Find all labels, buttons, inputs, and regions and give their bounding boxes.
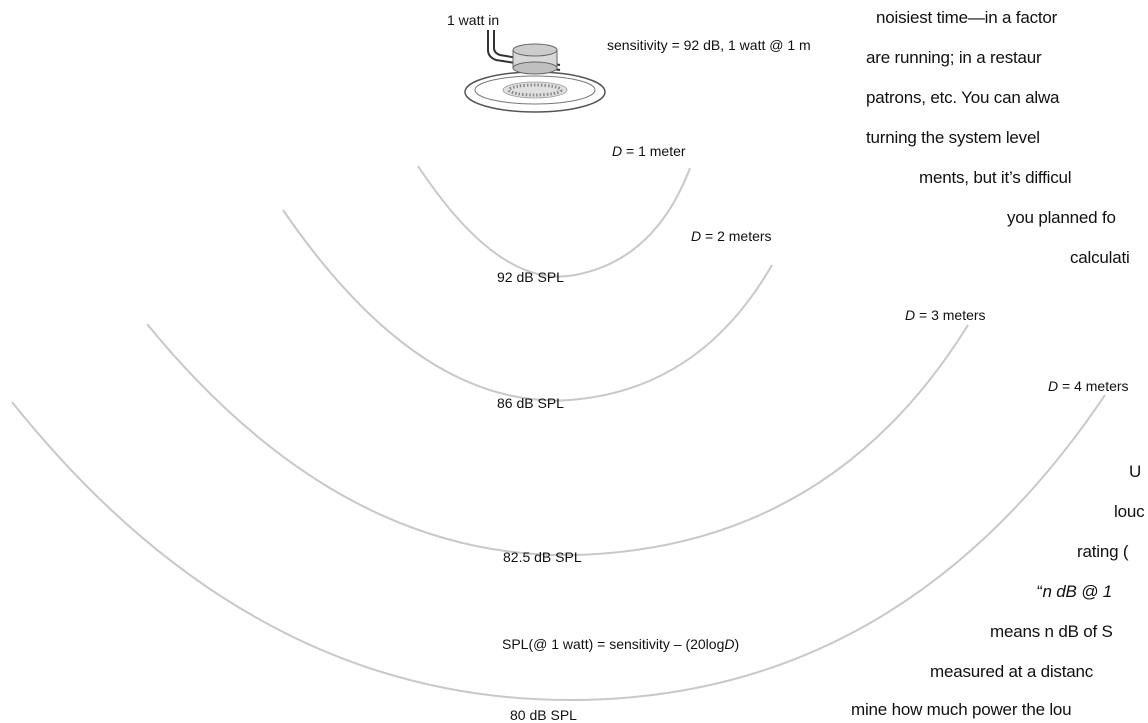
body-line-7: calculati bbox=[1070, 248, 1130, 267]
body-lower-line-3: rating ( bbox=[1077, 542, 1129, 561]
spl-label-82-5: 82.5 dB SPL bbox=[503, 549, 582, 565]
body-lower-line-2: louc bbox=[1114, 502, 1145, 521]
input-label: 1 watt in bbox=[447, 12, 499, 28]
body-line-3: patrons, etc. You can alwa bbox=[866, 88, 1060, 107]
distance-label-3m: D = 3 meters bbox=[905, 307, 986, 323]
body-line-6: you planned fo bbox=[1007, 208, 1116, 227]
body-lower-line-5: means n dB of S bbox=[990, 622, 1113, 641]
distance-label-1m: D = 1 meter bbox=[612, 143, 686, 159]
arc-2m bbox=[282, 209, 773, 402]
ceiling-speaker-icon bbox=[464, 30, 606, 113]
distance-label-2m: D = 2 meters bbox=[691, 228, 772, 244]
spl-formula: SPL(@ 1 watt) = sensitivity – (20logD) bbox=[502, 636, 739, 652]
spl-label-86: 86 dB SPL bbox=[497, 395, 564, 411]
sensitivity-label: sensitivity = 92 dB, 1 watt @ 1 m bbox=[607, 37, 811, 53]
body-lower-line-1: U bbox=[1129, 462, 1142, 481]
body-lower-line-6: measured at a distanc bbox=[930, 662, 1094, 681]
arc-4m bbox=[11, 394, 1106, 702]
spl-label-92: 92 dB SPL bbox=[497, 269, 564, 285]
distance-label-4m: D = 4 meters bbox=[1048, 378, 1129, 394]
spl-label-80: 80 dB SPL bbox=[510, 707, 577, 723]
body-lower-line-4: “n dB @ 1 bbox=[1037, 582, 1112, 601]
body-line-2: are running; in a restaur bbox=[866, 48, 1042, 67]
arc-1m bbox=[417, 165, 691, 278]
body-line-5: ments, but it’s difficul bbox=[919, 168, 1072, 187]
body-line-4: turning the system level bbox=[866, 128, 1040, 147]
body-lower-line-7: mine how much power the lou bbox=[851, 700, 1072, 719]
arc-3m bbox=[146, 323, 969, 557]
body-line-1: noisiest time—in a factor bbox=[876, 8, 1058, 27]
